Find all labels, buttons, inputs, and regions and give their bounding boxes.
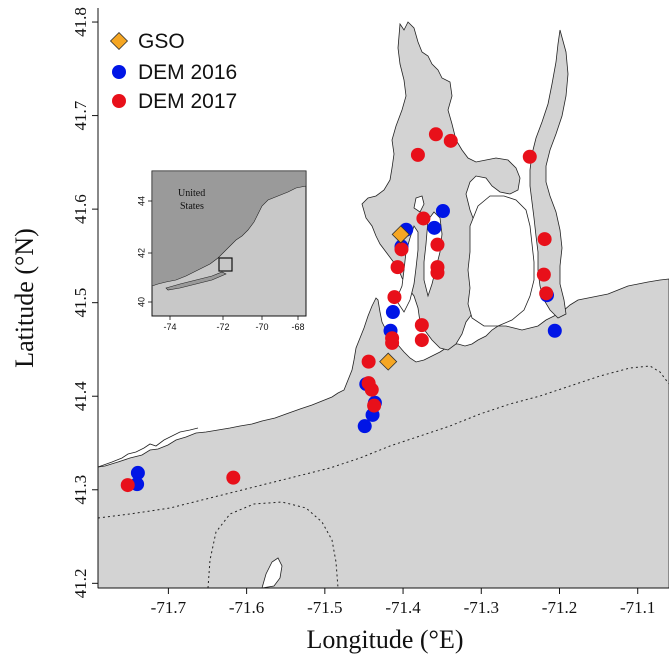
gso-marker (379, 352, 398, 371)
y-tick-label: 41.6 (71, 194, 90, 224)
inset-x-tick-label: -74 (163, 322, 176, 332)
y-tick-label: 41.5 (71, 288, 90, 318)
dem-2017-marker (536, 267, 551, 282)
legend-marker-dem-2016 (112, 65, 126, 79)
inset-long-island (165, 271, 227, 291)
dem-2017-marker (416, 211, 431, 226)
inset-x-ticks: -74 -72 -70 -68 (163, 316, 305, 332)
inset-x-tick-label: -70 (255, 322, 268, 332)
dem-2017-marker (430, 237, 445, 252)
dem-2017-marker (414, 333, 429, 348)
legend-label-dem-2016: DEM 2016 (138, 61, 237, 84)
aquidneck-island (467, 195, 535, 327)
dem-2017-marker (410, 147, 425, 162)
y-tick-label: 41.3 (71, 475, 90, 505)
patience-island (413, 195, 425, 213)
inset-land (151, 170, 307, 287)
x-tick-label: -71.1 (620, 598, 655, 617)
legend-marker-gso (109, 31, 129, 51)
conanicut-island (395, 225, 419, 313)
plot-area (97, 8, 669, 589)
inset-y-tick-label: 40 (136, 297, 146, 307)
dem-2017-marker (539, 286, 554, 301)
dem-2017-marker (443, 133, 458, 148)
axes: -71.7 -71.6 -71.5 -71.4 -71.3 -71.2 -71.1 41.2… (10, 7, 669, 654)
inset-label-line2: States (180, 201, 204, 212)
x-tick-label: -71.2 (542, 598, 577, 617)
sakonnet-river (529, 29, 569, 319)
dem-2017-marker (385, 335, 400, 350)
dem-2017-marker (394, 242, 409, 257)
legend-label-dem-2017: DEM 2017 (138, 90, 237, 113)
sample-site-markers (120, 127, 562, 493)
inset-study-area-box (218, 257, 233, 272)
legend-marker-dem-2017 (112, 94, 126, 108)
x-tick-label: -71.6 (229, 598, 264, 617)
x-tick-label: -71.4 (385, 598, 421, 617)
inset-y-tick-label: 42 (136, 248, 146, 258)
dem-2016-marker (357, 419, 372, 434)
y-axis-ticks: 41.2 41.3 41.4 41.5 41.6 41.7 41.8 (71, 7, 98, 598)
x-tick-label: -71.3 (464, 598, 499, 617)
dem-2016-marker (547, 323, 562, 338)
dem-2016-marker (130, 465, 145, 480)
coastline-west (97, 427, 199, 468)
inset-y-tick-label: 44 (136, 196, 146, 206)
legend-label-gso: GSO (138, 30, 185, 53)
x-axis-title: Longitude (°E) (307, 625, 464, 654)
dem-2016-marker (435, 204, 450, 218)
block-island-south (261, 557, 283, 589)
inset-x-tick-label: -68 (291, 322, 304, 332)
contour-shallow (97, 365, 669, 519)
y-tick-label: 41.4 (71, 381, 90, 411)
y-tick-label: 41.8 (71, 7, 90, 37)
gso-marker (391, 225, 410, 244)
dem-2017-marker (537, 232, 552, 247)
inset-label-line1: United (178, 188, 205, 199)
dem-2017-marker (522, 149, 537, 164)
legend: GSO DEM 2016 DEM 2017 (109, 30, 237, 113)
x-tick-label: -71.5 (307, 598, 342, 617)
dem-2017-marker (430, 265, 445, 280)
dem-2017-marker (120, 478, 135, 493)
dem-2017-marker (428, 127, 443, 142)
dem-2017-marker (367, 398, 382, 413)
dem-2016-marker (385, 305, 400, 320)
x-tick-label: -71.7 (151, 598, 187, 617)
inset-map: United States -74 -72 -70 -68 40 42 44 (136, 170, 307, 332)
inset-y-ticks: 40 42 44 (136, 196, 152, 307)
y-axis-title: Latitude (°N) (10, 228, 39, 368)
dem-2017-marker (364, 382, 379, 397)
y-tick-label: 41.7 (71, 100, 90, 130)
inset-x-tick-label: -72 (216, 322, 229, 332)
dem-2016-marker (427, 220, 442, 235)
dem-2017-marker (361, 354, 376, 369)
dem-2017-marker (414, 318, 429, 333)
y-tick-label: 41.2 (71, 568, 90, 598)
x-axis-ticks: -71.7 -71.6 -71.5 -71.4 -71.3 -71.2 -71.1 (151, 588, 655, 617)
dem-2017-marker (387, 290, 402, 305)
dem-2017-marker (390, 260, 405, 275)
dem-2017-marker (226, 470, 241, 485)
